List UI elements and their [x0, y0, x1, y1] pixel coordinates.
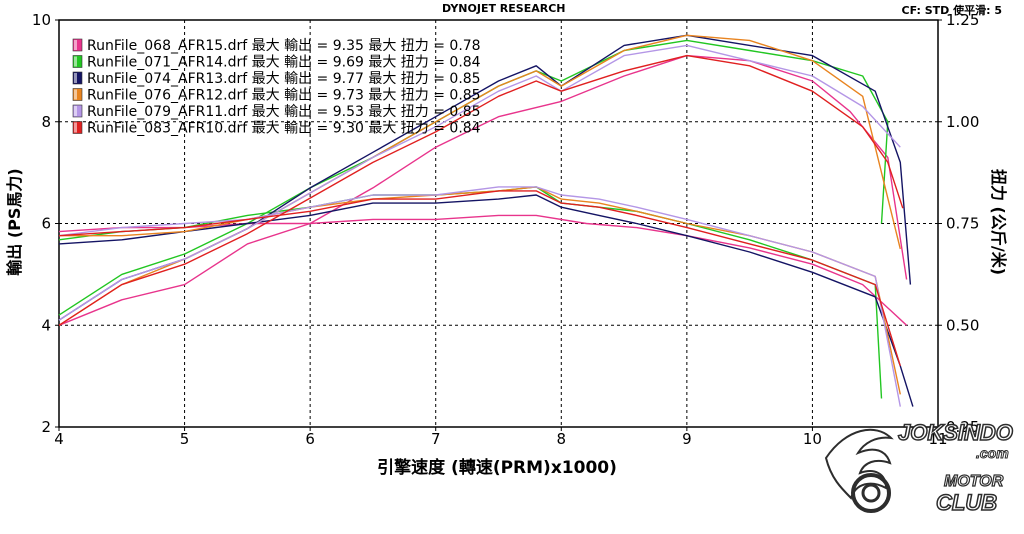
legend-entry: RunFile_076_AFR12.drf 最大 輸出 = 9.73 最大 扭力…: [87, 88, 481, 104]
wheel-icon: [851, 473, 891, 513]
y-right-tick-label: 0.75: [946, 215, 979, 233]
y-axis-left-label: 輸出 (PS馬力): [5, 168, 24, 275]
wing-icon: [824, 428, 894, 500]
x-tick-label: 9: [682, 430, 692, 448]
y-left-tick-label: 10: [32, 11, 51, 29]
y-left-tick-label: 2: [41, 418, 51, 436]
y-right-tick-label: 0.25: [946, 418, 979, 436]
legend-swatch: [72, 38, 83, 52]
y-left-tick-label: 4: [41, 316, 51, 334]
x-tick-label: 4: [54, 430, 64, 448]
y-axis-right-label: 扭力 (公斤/米): [989, 169, 1008, 275]
watermark-motor: MOTOR: [944, 473, 1004, 490]
torque-line-5: [58, 186, 901, 407]
y-right-tick-label: 1.25: [946, 11, 979, 29]
x-tick-label: 7: [431, 430, 441, 448]
legend-swatch: [72, 121, 83, 134]
power-line-1: [58, 54, 908, 326]
y-right-tick-label: 0.50: [946, 316, 979, 334]
torque-line-3: [58, 194, 914, 407]
watermark-brand: JOKSINDO: [898, 420, 1013, 445]
legend-swatch: [72, 71, 83, 85]
legend: RunFile_068_AFR15.drf 最大 輸出 = 9.35 最大 扭力…: [72, 38, 481, 137]
x-axis-label: 引擎速度 (轉速(PRM)x1000): [377, 457, 617, 478]
legend-entry: RunFile_074_AFR13.drf 最大 輸出 = 9.77 最大 扭力…: [87, 71, 481, 87]
x-tick-label: 11: [928, 430, 947, 448]
legend-swatch: [72, 88, 83, 101]
y-right-tick-label: 1.00: [946, 113, 979, 131]
watermark-logo: JOKSINDO .com MOTOR CLUB: [824, 419, 1014, 516]
x-tick-label: 6: [305, 430, 315, 448]
x-tick-label: 5: [180, 430, 190, 448]
legend-swatch: [72, 55, 83, 68]
legend-entry: RunFile_068_AFR15.drf 最大 輸出 = 9.35 最大 扭力…: [87, 38, 481, 54]
legend-entry: RunFile_079_AFR11.drf 最大 輸出 = 9.53 最大 扭力…: [87, 104, 481, 120]
y-left-tick-label: 8: [41, 113, 51, 131]
legend-swatch: [72, 104, 83, 118]
torque-line-6: [58, 190, 901, 367]
legend-entry: RunFile_071_AFR14.drf 最大 輸出 = 9.69 最大 扭力…: [87, 55, 481, 71]
legend-entry: RunFile_083_AFR10.drf 最大 輸出 = 9.30 最大 扭力…: [87, 121, 481, 137]
watermark-domain: .com: [976, 445, 1009, 461]
power-line-6: [58, 54, 904, 326]
watermark-club: CLUB: [936, 490, 997, 515]
chart-title: DYNOJET RESEARCH: [442, 2, 566, 15]
x-tick-label: 10: [803, 430, 822, 448]
correction-factor-label: CF: STD 使平滑: 5: [901, 4, 1002, 17]
y-left-tick-label: 6: [41, 215, 51, 233]
series-layer: [58, 34, 914, 407]
grid-lines: [59, 20, 938, 427]
power-line-5: [58, 44, 901, 321]
x-tick-label: 8: [557, 430, 567, 448]
